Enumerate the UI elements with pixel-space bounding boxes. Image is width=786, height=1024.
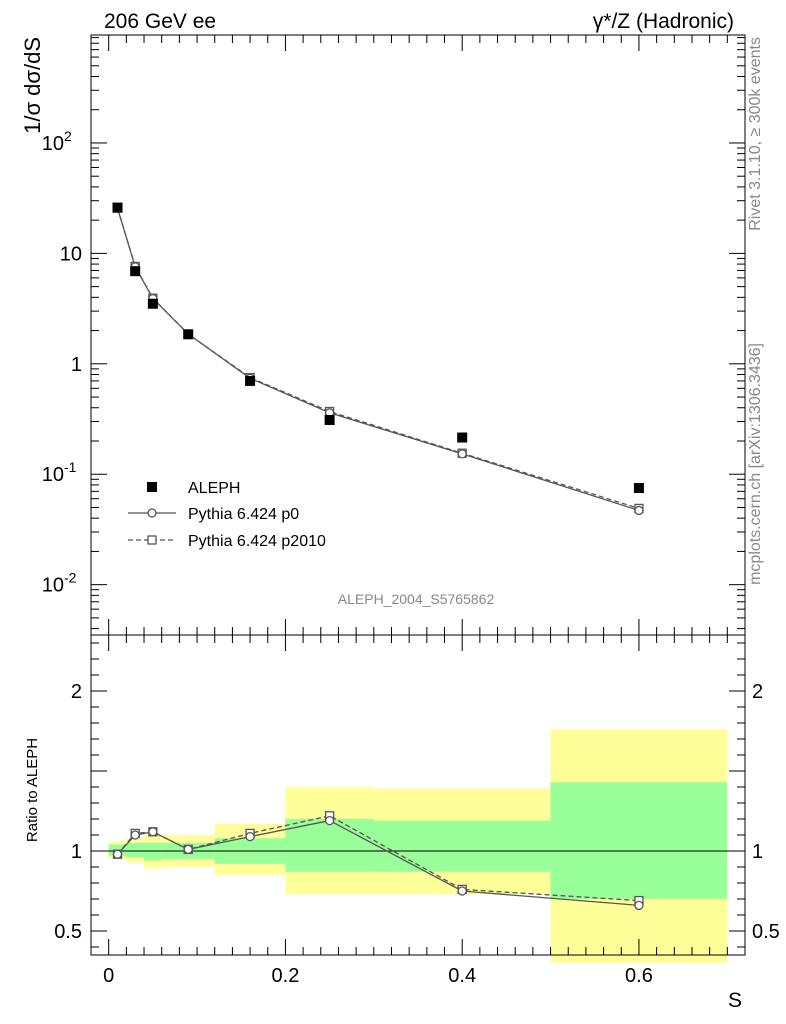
- band-inner: [550, 782, 728, 899]
- marker-aleph: [147, 298, 158, 309]
- x-tick-label: 0.4: [448, 965, 476, 987]
- ratio-marker-p0: [457, 886, 467, 896]
- legend: ALEPH Pythia 6.424 p0 Pythia 6.424 p2010: [128, 480, 326, 550]
- y-tick-label-right: 2: [752, 681, 763, 703]
- ratio-marker-p0: [112, 849, 123, 859]
- legend-marker-aleph: [147, 482, 157, 492]
- band-inner: [373, 820, 551, 872]
- side-text-bottom: mcplots.cern.ch [arXiv:1306.3436]: [747, 343, 764, 585]
- y-tick-label-right: 1: [752, 841, 763, 863]
- marker-aleph: [633, 483, 644, 494]
- header-left: 206 GeV ee: [104, 10, 216, 33]
- band-inner: [144, 843, 162, 861]
- ratio-plot: 0 0.2 0.4 0.6 0.5 0.5 1 1 2 2 Ratio to ALEPH S: [24, 634, 780, 1012]
- side-text-top: Rivet 3.1.10, ≥ 300k events: [747, 37, 764, 231]
- ratio-marker-p0: [148, 827, 158, 837]
- ratio-frame: [90, 634, 746, 956]
- band-inner: [126, 843, 145, 858]
- line-p0: [116, 207, 640, 512]
- y-tick-label: 2: [71, 681, 82, 703]
- y-tick-label: 1: [71, 841, 82, 863]
- y-tick-exponent: -2: [64, 570, 77, 586]
- y-tick-exponent: 2: [64, 128, 72, 144]
- ratio-y-axis-label: Ratio to ALEPH: [24, 738, 41, 842]
- y-tick-label: 10: [42, 133, 64, 155]
- marker-aleph: [324, 414, 335, 425]
- line-p2010: [116, 207, 640, 510]
- ratio-line-p2010: [117, 815, 639, 902]
- legend-label-p0: Pythia 6.424 p0: [188, 506, 299, 523]
- marker-p0: [457, 449, 467, 459]
- y-tick-label-right: 0.5: [752, 921, 780, 943]
- y-tick-label: 10: [60, 243, 82, 265]
- x-tick-label: 0: [103, 965, 114, 987]
- y-tick-label: 1: [71, 354, 82, 376]
- header-right: γ*/Z (Hadronic): [593, 10, 734, 33]
- y-tick-label: 10: [42, 464, 64, 486]
- marker-aleph: [245, 375, 256, 386]
- y-tick-label: 0.5: [54, 921, 82, 943]
- marker-aleph: [130, 266, 141, 277]
- y-tick-exponent: -1: [64, 459, 77, 475]
- ratio-marker-p0: [324, 815, 335, 826]
- legend-label-p2010: Pythia 6.424 p2010: [188, 533, 326, 550]
- ratio-marker-p0: [245, 831, 255, 842]
- legend-marker-p2010: [147, 535, 157, 545]
- x-tick-label: 0.6: [625, 965, 653, 987]
- marker-p0: [634, 505, 644, 516]
- legend-label-aleph: ALEPH: [188, 480, 240, 497]
- x-axis-label: S: [728, 989, 742, 1012]
- x-tick-label: 0.2: [272, 965, 300, 987]
- watermark: ALEPH_2004_S5765862: [338, 591, 495, 607]
- band-inner: [285, 819, 374, 872]
- marker-aleph: [112, 202, 123, 213]
- ratio-marker-p0: [183, 844, 193, 855]
- marker-aleph: [457, 432, 468, 443]
- legend-marker-p0: [147, 508, 157, 518]
- marker-aleph: [183, 329, 194, 340]
- ratio-marker-p0: [130, 830, 140, 840]
- y-tick-label: 10: [42, 575, 64, 597]
- main-y-axis-label: 1/σ dσ/dS: [20, 37, 45, 134]
- ratio-marker-p0: [634, 900, 644, 911]
